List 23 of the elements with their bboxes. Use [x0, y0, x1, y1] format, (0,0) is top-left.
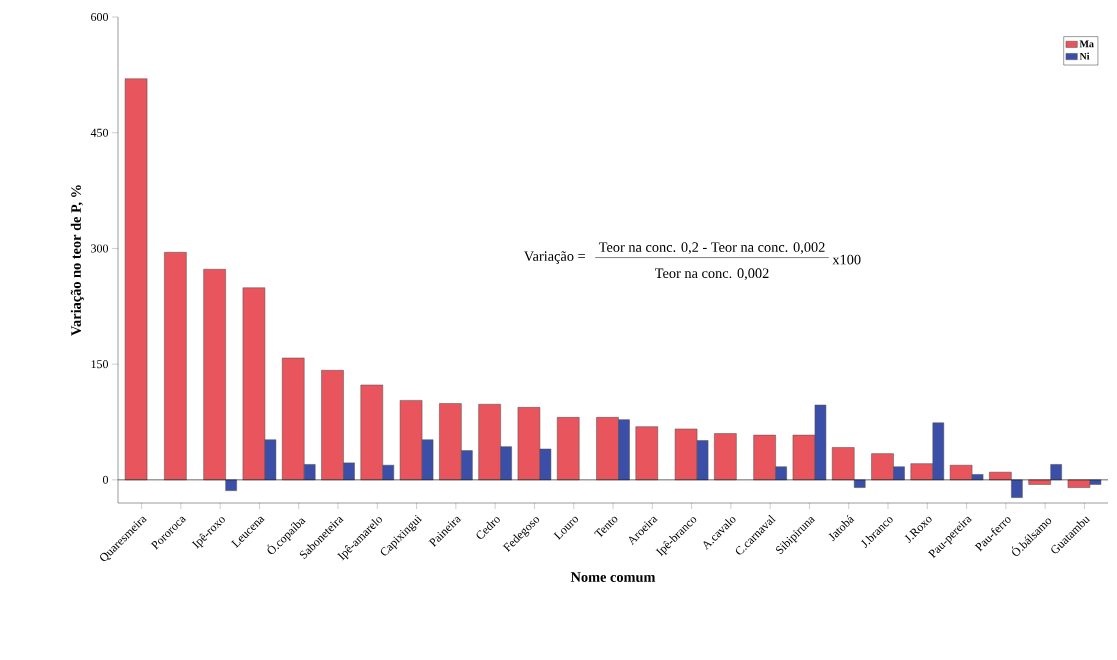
bar	[124, 78, 148, 481]
bar	[1050, 464, 1062, 481]
bar	[1011, 479, 1023, 498]
y-tick-label: 150	[91, 360, 109, 369]
x-axis-title: Nome comum	[570, 572, 656, 582]
annotation: Teor na conc. 0,2 - Teor na conc. 0,002	[598, 242, 825, 255]
annotation: Teor na conc. 0,002	[655, 268, 769, 281]
bar	[714, 433, 737, 481]
y-tick-label: 0	[102, 475, 109, 484]
y-tick-label: 300	[91, 244, 109, 253]
legend-label: Ni	[1079, 52, 1090, 60]
annotation: Variação =	[523, 251, 585, 264]
bar	[831, 447, 855, 481]
y-tick-label: 450	[90, 128, 109, 137]
bar	[635, 426, 659, 481]
bar	[164, 252, 187, 481]
y-tick-label: 600	[91, 12, 109, 22]
bar	[556, 417, 580, 481]
y-axis-title: Variação no teor de P, %	[70, 185, 84, 336]
bar	[225, 479, 237, 491]
annotation: x100	[832, 254, 861, 265]
legend-label: Ma	[1079, 40, 1094, 48]
bar	[203, 269, 226, 481]
